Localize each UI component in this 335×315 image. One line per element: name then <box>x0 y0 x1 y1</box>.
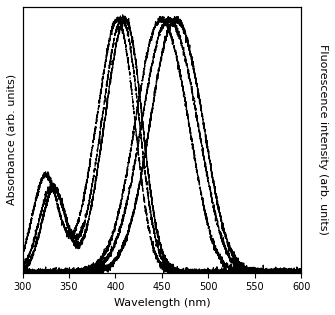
Y-axis label: Absorbance (arb. units): Absorbance (arb. units) <box>7 74 17 205</box>
X-axis label: Wavelength (nm): Wavelength (nm) <box>114 298 210 308</box>
Y-axis label: Fluorescence intensity (arb. units): Fluorescence intensity (arb. units) <box>318 44 328 235</box>
